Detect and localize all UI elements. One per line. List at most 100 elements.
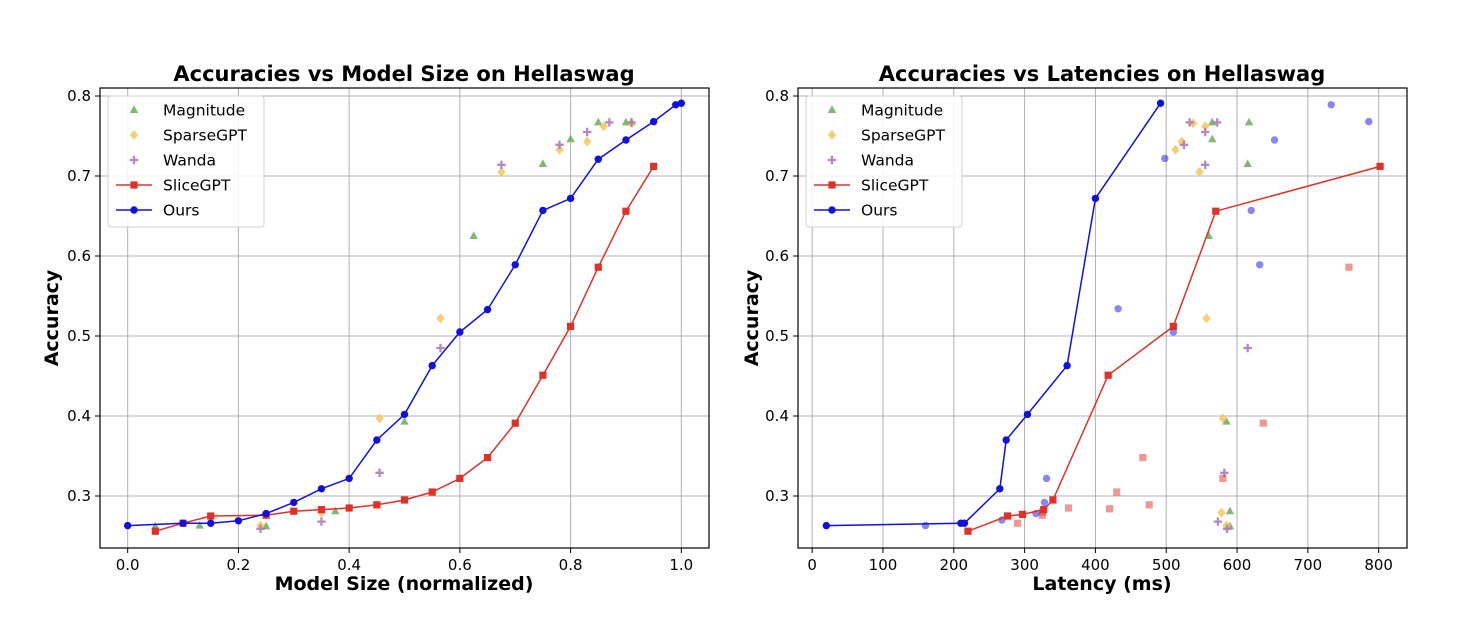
sparsegpt-series (256, 118, 636, 531)
data-point (261, 521, 271, 530)
data-point (594, 155, 602, 163)
data-point (497, 167, 506, 177)
x-tick-label: 200 (939, 556, 968, 574)
wanda-series (1179, 118, 1252, 533)
data-point (960, 519, 969, 527)
data-point (1185, 118, 1194, 127)
data-point (1161, 154, 1169, 163)
right-chart-title: Accuracies vs Latencies on Hellaswag (879, 62, 1326, 86)
data-point (1243, 343, 1252, 353)
y-tick-label: 0.7 (67, 167, 91, 185)
data-point (1113, 488, 1121, 496)
y-tick-label: 0.5 (765, 327, 789, 345)
data-point (1114, 305, 1122, 313)
data-point (1222, 417, 1231, 425)
magnitude-series (1204, 117, 1254, 530)
legend-label: Ours (163, 202, 199, 220)
data-point (373, 436, 381, 444)
y-tick-label: 0.3 (765, 487, 789, 505)
data-point (1365, 117, 1373, 126)
data-point (622, 136, 630, 144)
data-point (1219, 474, 1227, 482)
data-point (1145, 501, 1153, 509)
x-tick-label: 800 (1364, 556, 1393, 574)
right-plot-frame (797, 87, 1408, 549)
wanda-series (256, 118, 636, 533)
legend-label: SliceGPT (861, 177, 929, 195)
data-point (483, 305, 492, 314)
legend-label: SparseGPT (861, 127, 946, 145)
sparsegpt-series (1171, 118, 1231, 531)
slicegpt-series (964, 162, 1384, 535)
data-point (290, 507, 298, 515)
data-point (375, 468, 384, 477)
data-point (1040, 498, 1049, 507)
data-point (539, 371, 547, 379)
data-point (436, 343, 445, 353)
data-point (317, 485, 326, 493)
ours-series (123, 99, 686, 530)
left-x-axis-label: Model Size (normalized) (275, 573, 534, 595)
data-point (428, 488, 436, 496)
data-point (538, 159, 548, 167)
data-point (262, 509, 270, 518)
legend-item-slicegpt: SliceGPT (116, 177, 231, 195)
y-tick-label: 0.6 (67, 247, 91, 265)
right-y-axis-label: Accuracy (741, 269, 763, 366)
data-point (1213, 118, 1222, 127)
legend-item-slicegpt: SliceGPT (814, 177, 929, 195)
x-tick-label: 700 (1294, 556, 1323, 574)
data-point (400, 417, 409, 425)
x-tick-label: 300 (1010, 556, 1039, 574)
legend-label: Wanda (861, 152, 914, 170)
y-tick-label: 0.3 (67, 487, 91, 505)
x-tick-label: 400 (1081, 556, 1110, 574)
legend-marker (129, 155, 139, 165)
data-point (1156, 99, 1165, 107)
data-point (1179, 140, 1189, 149)
left-plot-area (123, 99, 686, 535)
data-point (650, 162, 658, 170)
data-point (256, 524, 265, 533)
x-tick-label: 0.6 (448, 556, 472, 574)
legend-marker (827, 105, 837, 113)
data-point (497, 160, 506, 169)
data-point (1200, 127, 1210, 137)
legend-item-magnitude: Magnitude (827, 102, 943, 120)
data-point (375, 413, 384, 424)
data-point (1376, 162, 1384, 170)
magnitude-series (151, 117, 636, 530)
data-point (290, 498, 298, 507)
legend-marker (130, 181, 138, 189)
y-tick-label: 0.7 (765, 167, 789, 185)
x-tick-label: 0.8 (559, 556, 583, 574)
unlabeled-square-series (1013, 263, 1353, 527)
data-point (317, 517, 326, 526)
legend-marker (827, 130, 837, 140)
data-point (456, 474, 464, 482)
data-point (627, 118, 636, 127)
legend-marker (129, 105, 139, 113)
data-point (1023, 410, 1032, 419)
data-point (1004, 512, 1012, 520)
data-point (1018, 510, 1027, 518)
data-point (151, 527, 159, 535)
legend-item-sparsegpt: SparseGPT (827, 127, 946, 145)
data-point (1013, 519, 1022, 527)
data-point (456, 328, 464, 336)
data-point (1244, 117, 1254, 126)
data-point (1270, 136, 1279, 144)
right-legend: Magnitude SparseGPT Wanda SliceGPT Ours (805, 95, 963, 228)
left-legend: Magnitude SparseGPT Wanda SliceGPT Ours (107, 95, 265, 228)
unlabeled-circle-series (921, 101, 1373, 530)
data-point (583, 127, 592, 137)
legend-box (805, 95, 963, 228)
data-point (1105, 505, 1114, 513)
data-point (436, 313, 445, 324)
data-point (195, 521, 204, 529)
data-point (1256, 261, 1264, 269)
legend-label: Magnitude (861, 102, 943, 120)
data-point (1064, 504, 1073, 512)
data-point (1040, 506, 1048, 514)
data-point (1213, 517, 1223, 526)
